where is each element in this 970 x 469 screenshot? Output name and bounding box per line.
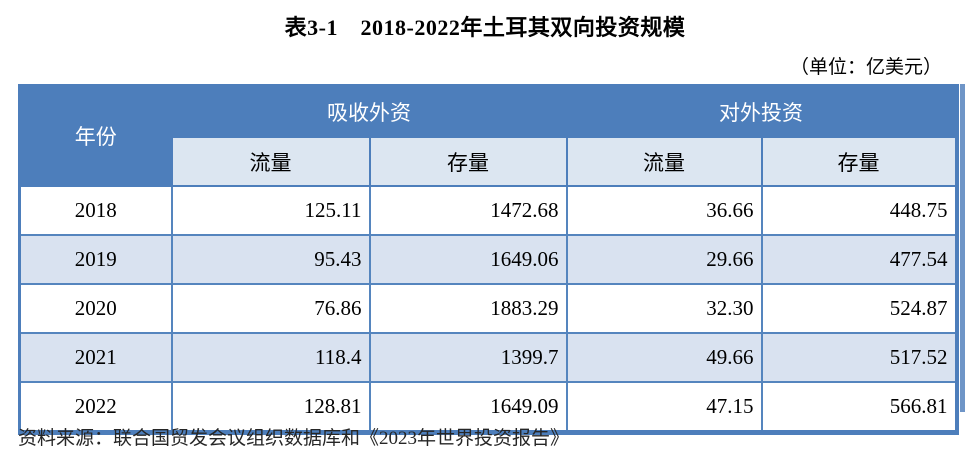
year-header-cell: 年份 — [18, 84, 173, 187]
table-right-accent — [960, 84, 965, 412]
value-cell: 566.81 — [760, 381, 958, 434]
investment-table: 年份 吸收外资 对外投资 流量 存量 流量 存量 2018 125.11 147… — [18, 84, 959, 435]
value-cell: 448.75 — [760, 185, 958, 236]
value-cell: 95.43 — [170, 234, 371, 285]
value-cell: 477.54 — [760, 234, 958, 285]
sub-header-row: 流量 存量 流量 存量 — [20, 136, 958, 187]
value-cell: 49.66 — [565, 332, 763, 383]
value-cell: 1472.68 — [368, 185, 568, 236]
table-row: 2020 76.86 1883.29 32.30 524.87 — [18, 283, 958, 334]
table-row: 2021 118.4 1399.7 49.66 517.52 — [18, 332, 958, 383]
value-cell: 1883.29 — [368, 283, 568, 334]
subheader-outbound-flow: 流量 — [565, 136, 763, 187]
value-cell: 118.4 — [170, 332, 371, 383]
source-note: 资料来源：联合国贸发会议组织数据库和《2023年世界投资报告》 — [18, 428, 570, 449]
table-row: 2019 95.43 1649.06 29.66 477.54 — [18, 234, 958, 285]
value-cell: 47.15 — [565, 381, 763, 434]
table-row: 2022 128.81 1649.09 47.15 566.81 — [18, 381, 958, 434]
value-cell: 125.11 — [170, 185, 371, 236]
year-cell: 2022 — [18, 381, 173, 434]
value-cell: 1399.7 — [368, 332, 568, 383]
value-cell: 524.87 — [760, 283, 958, 334]
subheader-inbound-flow: 流量 — [170, 136, 371, 187]
value-cell: 128.81 — [170, 381, 371, 434]
value-cell: 1649.06 — [368, 234, 568, 285]
year-cell: 2018 — [18, 185, 173, 236]
table-header: 年份 吸收外资 对外投资 流量 存量 流量 存量 — [18, 84, 958, 187]
subheader-inbound-stock: 存量 — [368, 136, 568, 187]
group-header-outbound: 对外投资 — [565, 84, 958, 138]
group-header-row: 年份 吸收外资 对外投资 — [18, 84, 958, 187]
value-cell: 29.66 — [565, 234, 763, 285]
value-cell: 76.86 — [170, 283, 371, 334]
table-body: 2018 125.11 1472.68 36.66 448.75 2019 95… — [18, 185, 958, 434]
value-cell: 32.30 — [565, 283, 763, 334]
value-cell: 36.66 — [565, 185, 763, 236]
subheader-outbound-stock: 存量 — [760, 136, 958, 187]
unit-note: （单位：亿美元） — [789, 57, 942, 78]
table-row: 2018 125.11 1472.68 36.66 448.75 — [18, 185, 958, 236]
group-header-inbound: 吸收外资 — [170, 84, 568, 138]
year-cell: 2021 — [18, 332, 173, 383]
value-cell: 517.52 — [760, 332, 958, 383]
year-cell: 2019 — [18, 234, 173, 285]
year-cell: 2020 — [18, 283, 173, 334]
value-cell: 1649.09 — [368, 381, 568, 434]
page-title: 表3-1 2018-2022年土耳其双向投资规模 — [284, 15, 686, 40]
